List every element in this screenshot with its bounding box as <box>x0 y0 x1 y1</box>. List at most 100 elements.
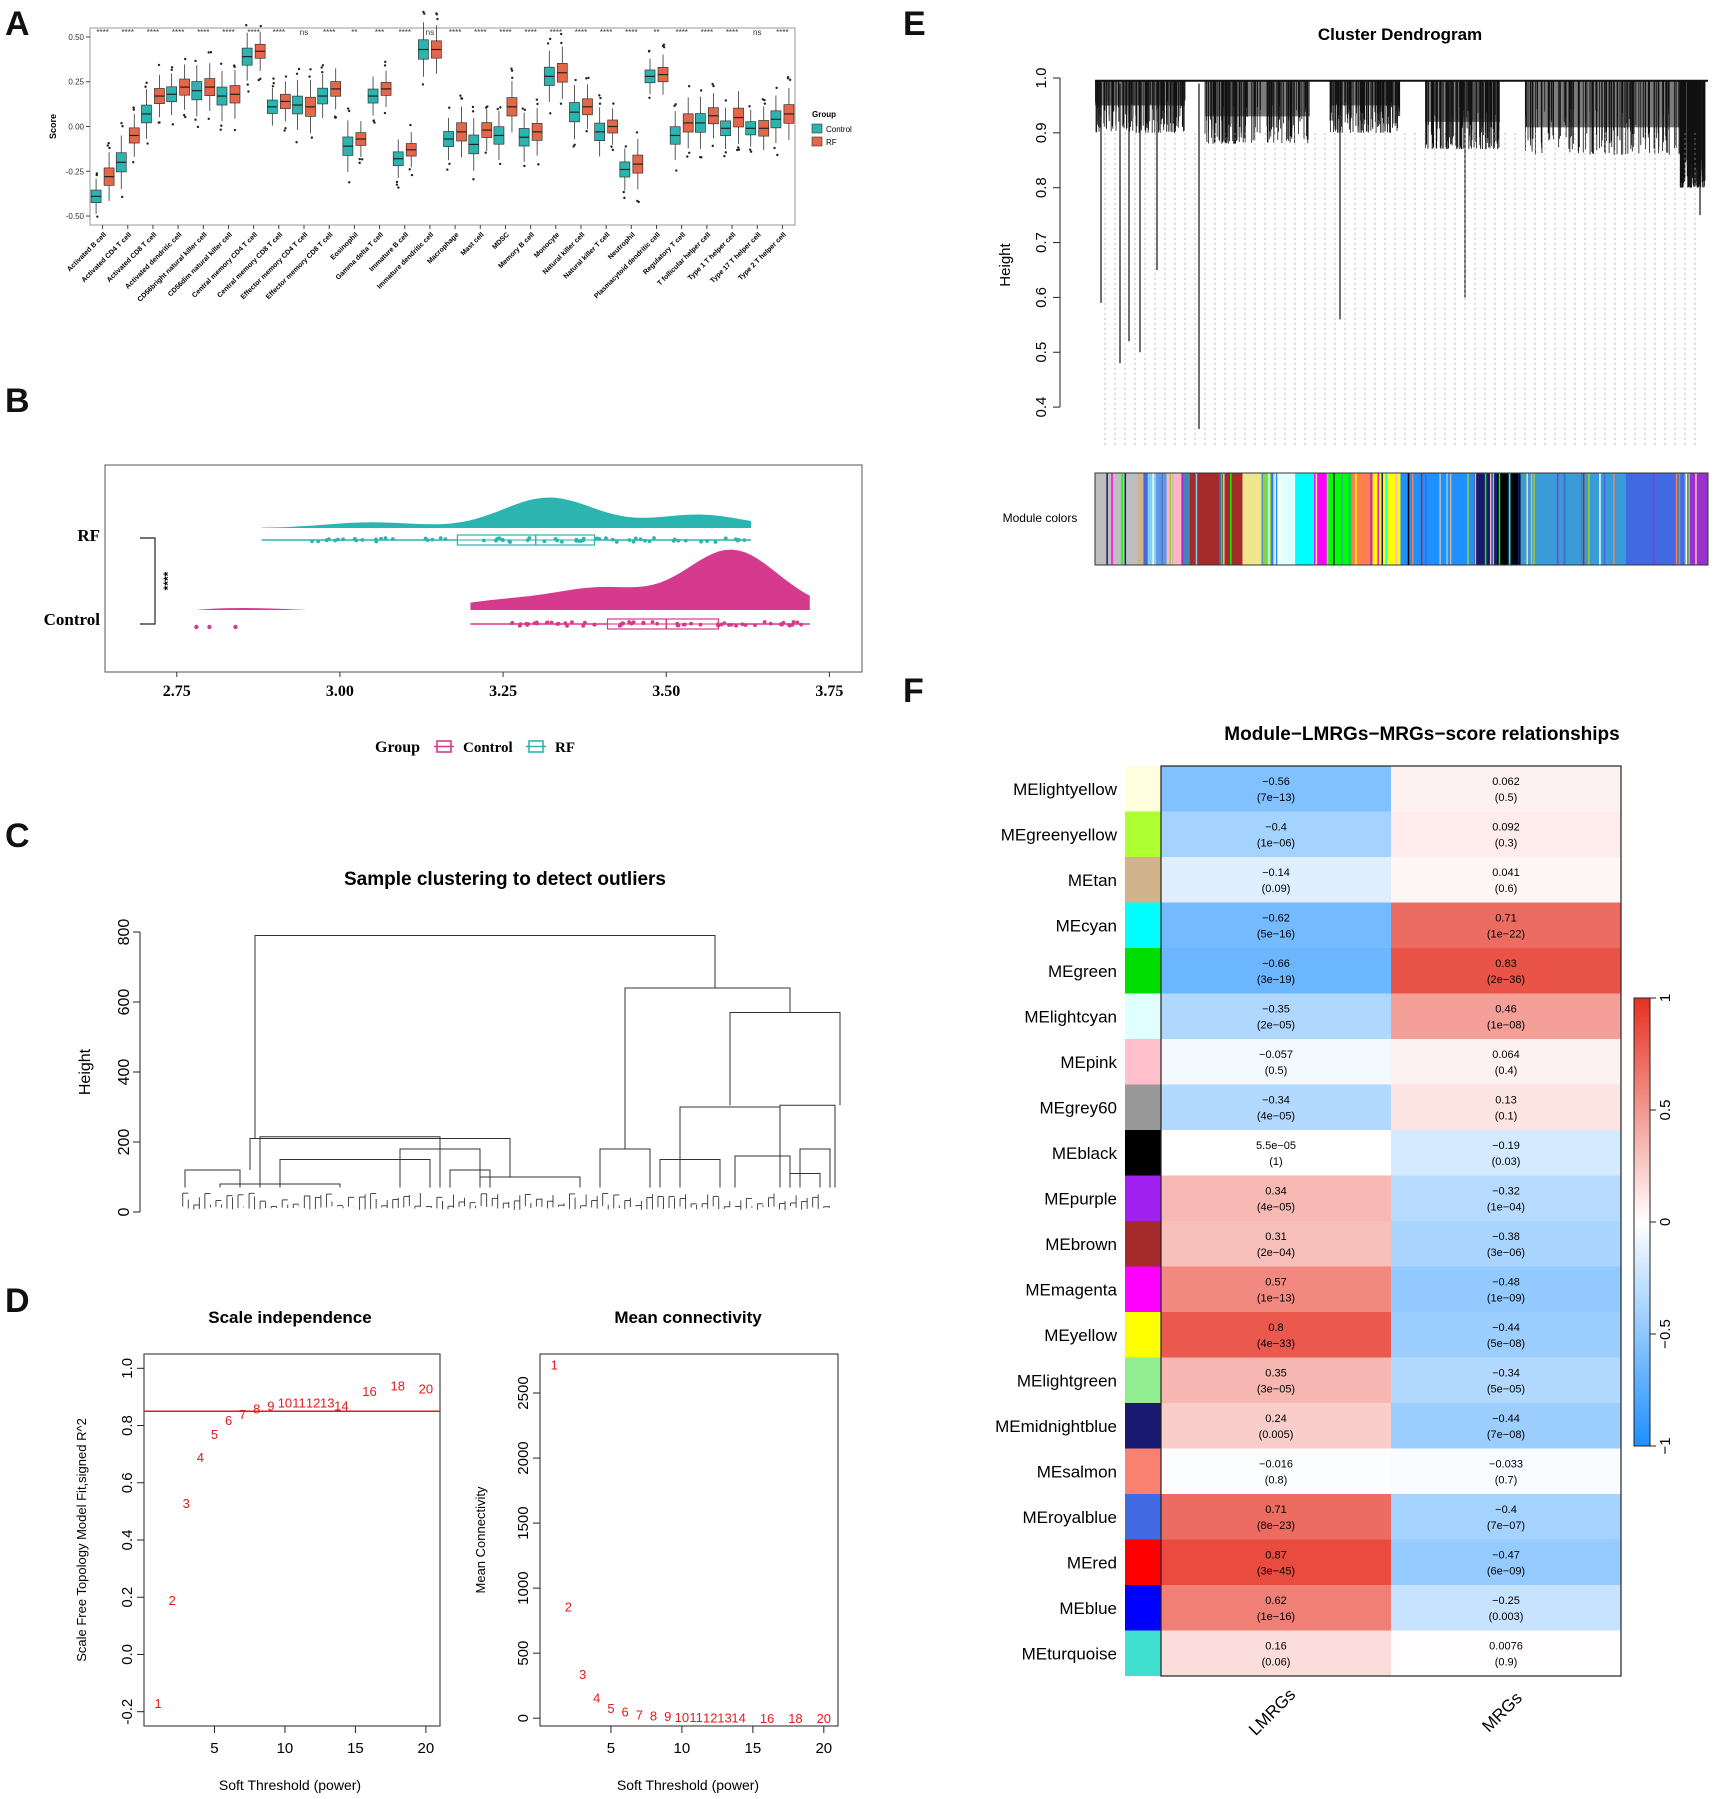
data-point <box>430 537 435 542</box>
outlier-point <box>623 196 626 200</box>
data-point <box>698 622 703 627</box>
density-cloud <box>470 549 810 610</box>
data-label: 2 <box>565 1599 572 1614</box>
module-color-stripe <box>1467 473 1469 565</box>
outlier-point <box>599 96 602 100</box>
data-label: 18 <box>788 1711 802 1726</box>
row-label: MEpurple <box>1044 1189 1117 1208</box>
cell-pvalue: (4e−33) <box>1257 1338 1295 1350</box>
outlier-point <box>775 86 778 90</box>
row-label: MEred <box>1067 1553 1117 1572</box>
row-label: MEbrown <box>1045 1235 1117 1254</box>
module-swatch <box>1125 993 1161 1039</box>
outlier-point <box>471 105 475 109</box>
x-tick-label: 3.75 <box>815 683 843 700</box>
data-point <box>326 537 331 542</box>
data-point <box>582 620 587 625</box>
outlier-point <box>395 183 399 186</box>
module-color-band <box>1520 473 1627 565</box>
outlier-point <box>95 172 99 175</box>
module-color-stripe <box>1223 473 1225 565</box>
y-axis-label: Height <box>997 242 1014 286</box>
data-point <box>517 623 522 628</box>
outlier-point <box>776 153 779 157</box>
heatmap-cell-mrgs <box>1391 1039 1621 1085</box>
heatmap-cell-mrgs <box>1391 1585 1621 1631</box>
outlier-point <box>535 98 539 101</box>
cell-pvalue: (7e−07) <box>1487 1520 1525 1532</box>
heatmap-cell-mrgs <box>1391 1175 1621 1221</box>
outlier-point <box>724 99 728 102</box>
cell-pvalue: (0.4) <box>1495 1065 1518 1077</box>
significance-label: **** <box>625 28 637 37</box>
y-tick-label: 0.8 <box>119 1415 136 1436</box>
outlier-point <box>422 10 425 14</box>
data-point <box>705 539 709 543</box>
data-point <box>643 538 647 543</box>
outlier-point <box>648 96 651 100</box>
dendrogram-root <box>254 935 716 1139</box>
outlier-point <box>484 106 488 109</box>
cell-value: 0.13 <box>1495 1095 1516 1107</box>
outlier-point <box>358 161 361 165</box>
heatmap-cell-mrgs <box>1391 1448 1621 1494</box>
outlier-point <box>247 90 250 93</box>
module-color-stripe <box>1580 473 1583 565</box>
cell-pvalue: (5e−08) <box>1487 1338 1525 1350</box>
x-tick-label: Natural killer T cell <box>563 231 612 280</box>
cell-value: −0.19 <box>1492 1140 1520 1152</box>
cell-pvalue: (2e−05) <box>1257 1020 1295 1032</box>
heatmap-cell-lmrgs <box>1161 993 1391 1039</box>
data-point <box>675 623 680 628</box>
module-swatch <box>1125 1175 1161 1221</box>
module-color-stripe <box>1370 473 1372 565</box>
heatmap-cell-lmrgs <box>1161 948 1391 994</box>
outlier-point <box>736 148 739 152</box>
module-color-stripe <box>1675 473 1678 565</box>
cell-value: 0.062 <box>1492 776 1520 788</box>
module-color-stripe <box>1420 473 1423 565</box>
cell-pvalue: (5e−16) <box>1257 929 1295 941</box>
y-tick-label: -0.2 <box>119 1699 136 1725</box>
data-point <box>383 536 388 541</box>
panel-label-d: D <box>5 1282 30 1320</box>
heatmap-cell-mrgs <box>1391 1130 1621 1176</box>
module-color-band <box>1095 473 1138 565</box>
outlier-point <box>748 105 751 108</box>
significance-label: **** <box>474 28 486 37</box>
dendrogram-link <box>259 1136 441 1188</box>
column-label: LMRGs <box>1245 1685 1299 1739</box>
data-point <box>527 536 532 540</box>
data-label: 12 <box>306 1396 320 1411</box>
significance-label: **** <box>701 28 713 37</box>
module-color-stripe <box>1381 473 1384 565</box>
outlier-point <box>207 51 210 54</box>
module-color-stripe <box>1474 473 1477 565</box>
module-color-stripe <box>1530 473 1533 565</box>
y-tick-label: 500 <box>515 1641 532 1666</box>
y-tick-label: 0.6 <box>119 1472 136 1493</box>
cell-pvalue: (3e−06) <box>1487 1247 1525 1259</box>
dendrogram-link <box>279 1159 431 1188</box>
outlier-point <box>510 67 513 70</box>
data-point <box>604 536 608 541</box>
outlier-point <box>219 128 222 131</box>
data-point <box>341 537 346 542</box>
cell-value: −0.057 <box>1259 1049 1293 1061</box>
x-tick-label: Type 1 T helper cell <box>687 231 738 282</box>
cell-pvalue: (7e−13) <box>1257 792 1295 804</box>
outlier-point <box>246 83 249 86</box>
data-point <box>723 536 728 541</box>
outlier-point <box>346 107 350 110</box>
cell-value: 0.0076 <box>1489 1641 1523 1653</box>
outlier-point <box>334 116 337 119</box>
dendrogram-link <box>659 1159 721 1188</box>
x-tick-label: Gamma delta T cell <box>335 231 385 281</box>
data-label: 13 <box>717 1711 731 1726</box>
legend-title: Group <box>375 739 420 756</box>
outlier-point <box>448 106 451 109</box>
cell-pvalue: (0.7) <box>1495 1475 1518 1487</box>
chart-title: Cluster Dendrogram <box>1318 25 1482 44</box>
module-color-stripe <box>1326 473 1329 565</box>
